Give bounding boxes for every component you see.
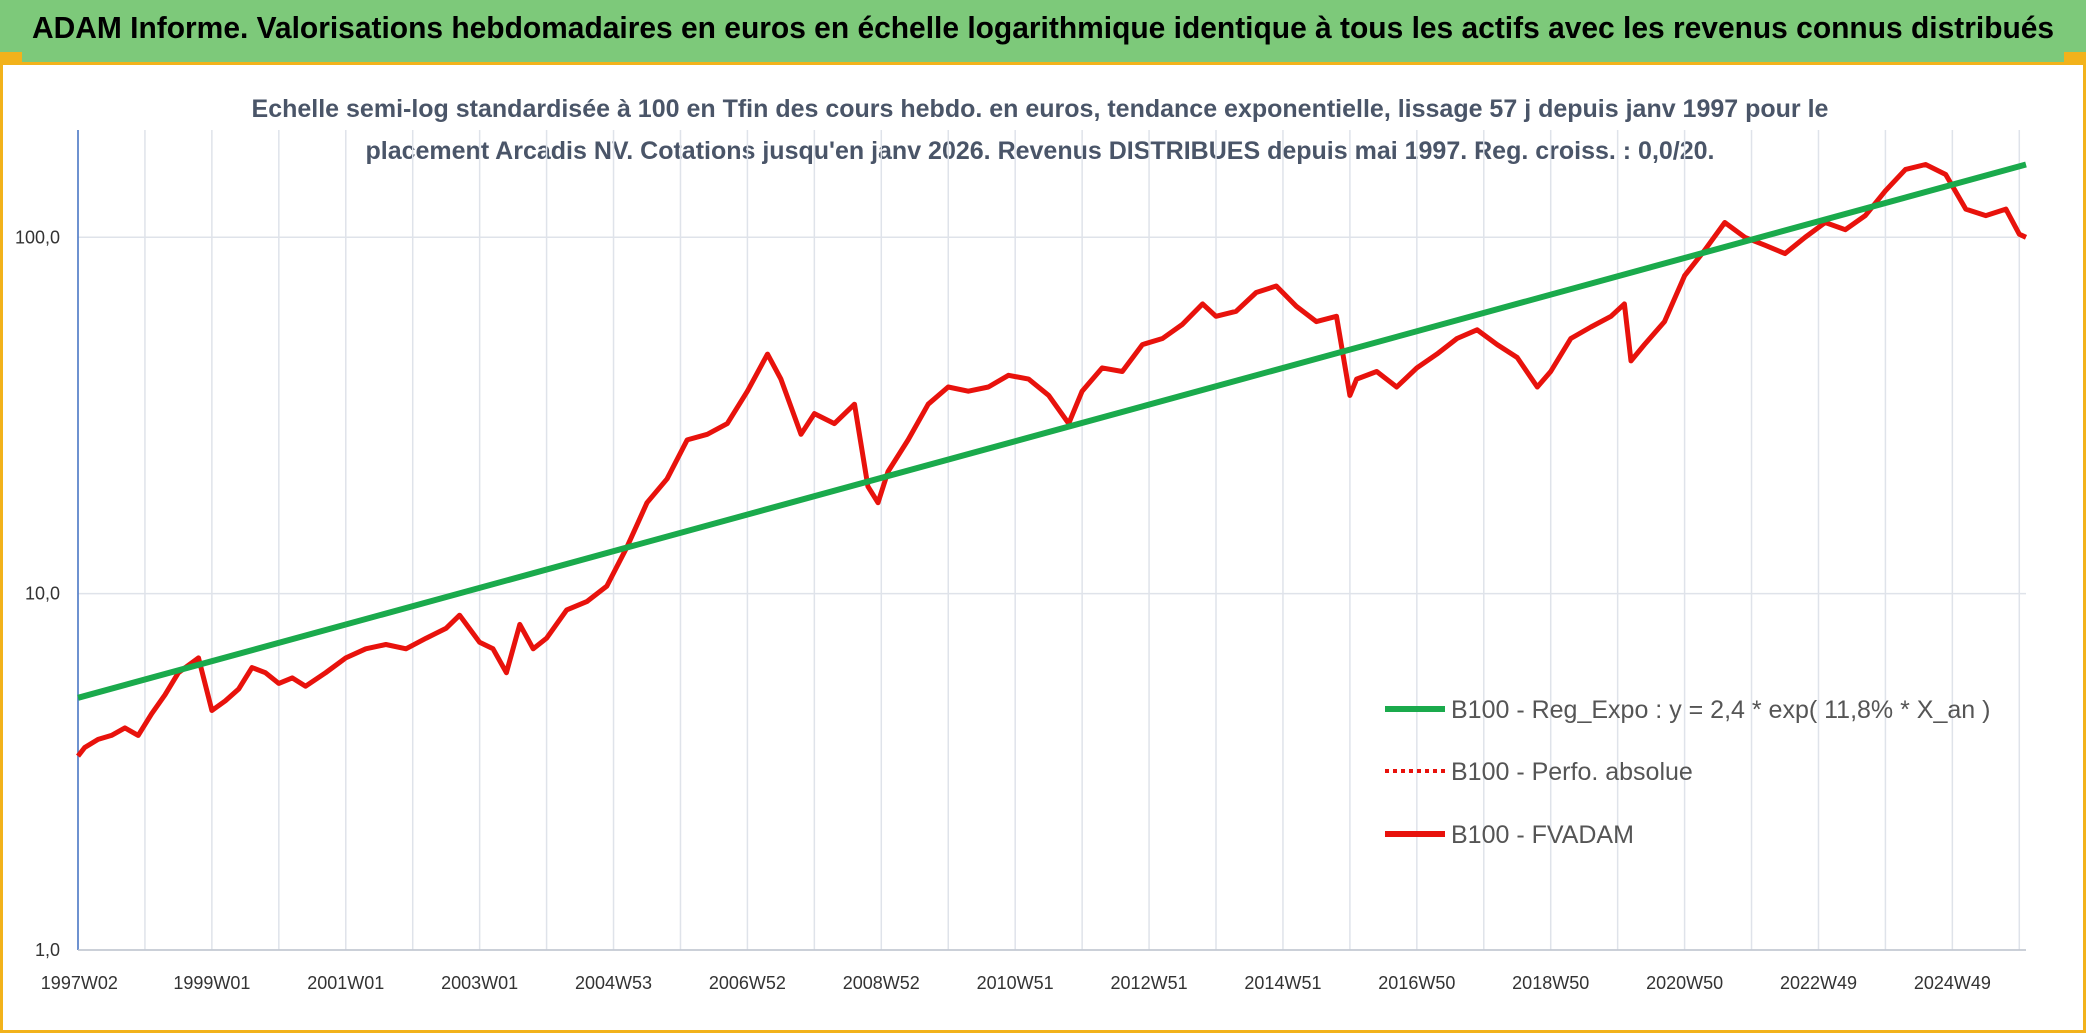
page-title: ADAM Informe. Valorisations hebdomadaire… (32, 10, 2055, 45)
x-tick-label: 2001W01 (307, 973, 384, 993)
x-tick-label: 1997W02 (41, 973, 118, 993)
y-tick-label: 10,0 (25, 584, 60, 604)
x-tick-label: 2004W53 (575, 973, 652, 993)
x-tick-label: 1999W01 (173, 973, 250, 993)
chart-subtitle: Echelle semi-log standardisée à 100 en T… (251, 95, 1829, 165)
y-tick-label: 100,0 (15, 227, 60, 247)
x-tick-label: 2022W49 (1780, 973, 1857, 993)
header-accent-left (0, 52, 22, 62)
legend-label-3: B100 - FVADAM (1451, 821, 1634, 849)
x-tick-label: 2008W52 (843, 973, 920, 993)
x-tick-label: 2010W51 (977, 973, 1054, 993)
x-tick-label: 2006W52 (709, 973, 786, 993)
legend-label-2: B100 - Perfo. absolue (1451, 758, 1693, 786)
x-tick-label: 2014W51 (1244, 973, 1321, 993)
y-tick-label: 1,0 (35, 940, 60, 960)
series-fvadam-line (76, 162, 2028, 758)
x-tick-label: 2024W49 (1914, 973, 1991, 993)
x-tick-label: 2003W01 (441, 973, 518, 993)
x-tick-label: 2012W51 (1111, 973, 1188, 993)
x-tick-label: 2020W50 (1646, 973, 1723, 993)
x-tick-label: 2018W50 (1512, 973, 1589, 993)
header-bar: ADAM Informe. Valorisations hebdomadaire… (0, 0, 2086, 62)
chart-frame (0, 62, 2086, 1033)
header-accent-right (2064, 52, 2086, 62)
x-tick-label: 2016W50 (1378, 973, 1455, 993)
legend-label-1: B100 - Reg_Expo : y = 2,4 * exp( 11,8% *… (1451, 696, 1990, 724)
series-regression-line (77, 161, 2027, 701)
